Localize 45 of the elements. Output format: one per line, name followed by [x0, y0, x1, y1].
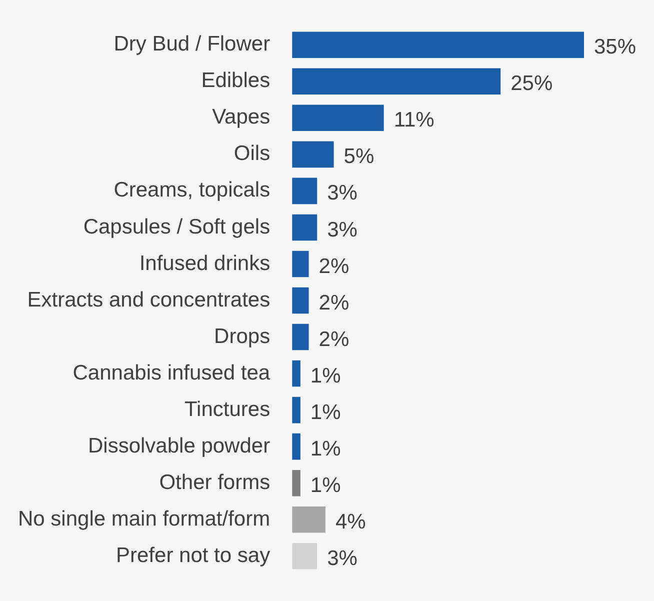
bar [292, 141, 334, 168]
y-tick-label: No single main format/form [18, 507, 270, 530]
bar [292, 396, 300, 424]
data-label: 11% [394, 108, 434, 132]
data-label: 1% [310, 400, 341, 424]
data-label: 1% [310, 474, 341, 497]
bar [292, 360, 300, 387]
bar [292, 32, 584, 58]
bar [292, 104, 384, 132]
data-label: 1% [310, 437, 341, 460]
data-label: 35% [594, 36, 636, 59]
data-label: 3% [327, 546, 358, 570]
data-label: 3% [327, 182, 358, 205]
data-label: 2% [318, 254, 350, 278]
bar [292, 542, 318, 570]
y-tick-label: Vapes [212, 106, 270, 129]
bar [292, 433, 300, 460]
bar [292, 214, 318, 241]
bar [292, 68, 501, 95]
y-tick-label: Drops [214, 324, 270, 348]
y-tick-label: Edibles [201, 69, 270, 92]
data-label: 2% [318, 328, 350, 351]
data-label: 2% [318, 291, 350, 314]
bar [292, 178, 318, 204]
bar [292, 250, 309, 278]
y-tick-label: Cannabis infused tea [72, 361, 270, 384]
y-tick-label: Dry Bud / Flower [114, 32, 270, 56]
data-label: 4% [335, 510, 366, 534]
bar [292, 470, 300, 496]
bar [292, 506, 326, 533]
y-tick-label: Capsules / Soft gels [83, 215, 270, 238]
y-tick-label: Infused drinks [139, 252, 270, 275]
y-tick-label: Oils [234, 142, 270, 166]
bar [292, 287, 309, 314]
y-tick-label: Other forms [159, 470, 270, 494]
y-tick-label: Extracts and concentrates [27, 288, 270, 312]
data-label: 3% [327, 218, 358, 242]
data-label: 5% [344, 145, 374, 168]
data-label: 25% [510, 72, 553, 96]
bar [292, 324, 309, 350]
y-tick-label: Prefer not to say [116, 544, 271, 567]
y-tick-label: Dissolvable powder [88, 434, 270, 458]
data-label: 1% [310, 364, 341, 388]
y-tick-label: Tinctures [184, 398, 270, 421]
y-tick-label: Creams, topicals [114, 178, 270, 202]
